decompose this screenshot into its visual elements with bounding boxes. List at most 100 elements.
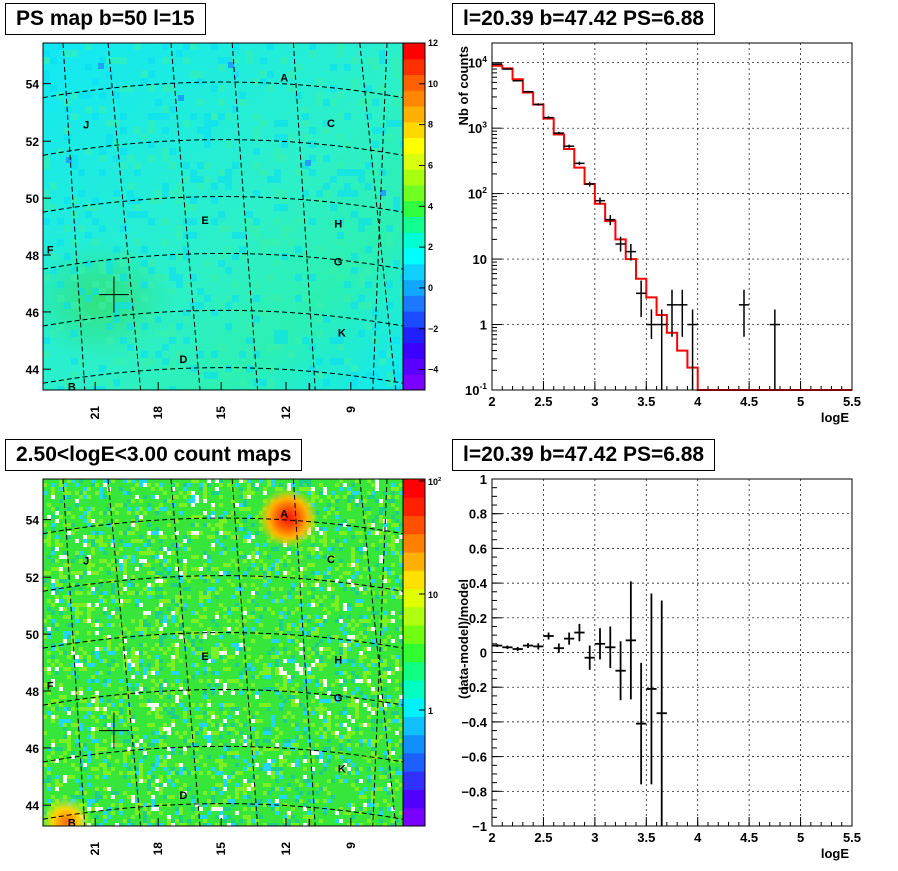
map-pixel [91,547,95,551]
map-pixel [218,57,225,64]
map-pixel [159,779,163,783]
map-pixel [99,543,103,547]
map-pixel [267,799,271,803]
map-pixel [315,495,319,499]
map-pixel [343,607,347,611]
map-pixel [203,491,207,495]
map-pixel [71,559,75,563]
map-pixel [87,571,91,575]
map-pixel [351,211,358,218]
map-pixel [363,555,367,559]
map-pixel [99,260,106,267]
y-tick-label: 0.6 [469,541,487,556]
y-tick-label: −0.8 [461,784,487,799]
map-pixel [79,667,83,671]
map-pixel [323,120,330,127]
map-pixel [337,358,344,365]
map-pixel [85,106,92,113]
map-pixel [131,559,135,563]
map-pixel [355,531,359,535]
map-pixel [47,615,51,619]
map-pixel [371,727,375,731]
map-pixel [365,162,372,169]
map-pixel [179,543,183,547]
source-label-g: G [334,257,343,269]
map-pixel [335,599,339,603]
map-pixel [219,743,223,747]
map-pixel [215,523,219,527]
map-pixel [283,563,287,567]
map-pixel [351,823,355,826]
map-pixel [211,120,218,127]
map-pixel [47,671,51,675]
map-pixel [307,811,311,815]
map-pixel [347,503,351,507]
map-pixel [87,535,91,539]
map-pixel [67,491,71,495]
map-pixel [371,483,375,487]
map-pixel [243,783,247,787]
map-pixel [159,775,163,779]
map-pixel [291,575,295,579]
map-pixel [91,675,95,679]
map-pixel [187,635,191,639]
map-pixel [147,723,151,727]
map-pixel [399,611,403,615]
map-pixel [75,611,79,615]
map-pixel [347,759,351,763]
map-pixel [147,523,151,527]
map-pixel [395,771,399,775]
map-pixel [371,663,375,667]
map-pixel [204,260,211,267]
map-pixel [71,515,75,519]
map-pixel [303,779,307,783]
map-pixel [232,43,239,50]
map-pixel [87,495,91,499]
map-pixel [159,731,163,735]
map-pixel [203,595,207,599]
map-pixel [358,169,365,176]
map-pixel [331,539,335,543]
map-pixel [219,515,223,519]
map-pixel [64,302,71,309]
map-pixel [106,134,113,141]
map-pixel [271,599,275,603]
map-pixel [187,787,191,791]
map-pixel [399,695,403,699]
map-pixel [219,519,223,523]
map-pixel [119,687,123,691]
map-pixel [163,783,167,787]
map-pixel [190,365,197,372]
map-pixel [247,735,251,739]
map-pixel [179,807,183,811]
map-pixel [271,639,275,643]
map-pixel [163,735,167,739]
map-pixel [287,659,291,663]
map-pixel [263,635,267,639]
map-pixel [379,503,383,507]
map-pixel [155,707,159,711]
map-pixel [183,281,190,288]
map-pixel [78,358,85,365]
map-pixel [143,755,147,759]
map-pixel [355,779,359,783]
map-pixel [171,715,175,719]
map-pixel [119,703,123,707]
map-pixel [79,479,83,483]
map-pixel [367,779,371,783]
map-pixel [51,643,55,647]
map-pixel [288,71,295,78]
map-pixel [235,483,239,487]
map-pixel [163,499,167,503]
map-pixel [291,699,295,703]
map-pixel [359,823,363,826]
map-pixel [175,611,179,615]
map-pixel [55,591,59,595]
map-pixel [363,675,367,679]
map-pixel [307,779,311,783]
map-pixel [223,647,227,651]
map-pixel [143,611,147,615]
map-pixel [383,787,387,791]
lat-tick-label: 44 [26,799,40,813]
map-pixel [274,134,281,141]
